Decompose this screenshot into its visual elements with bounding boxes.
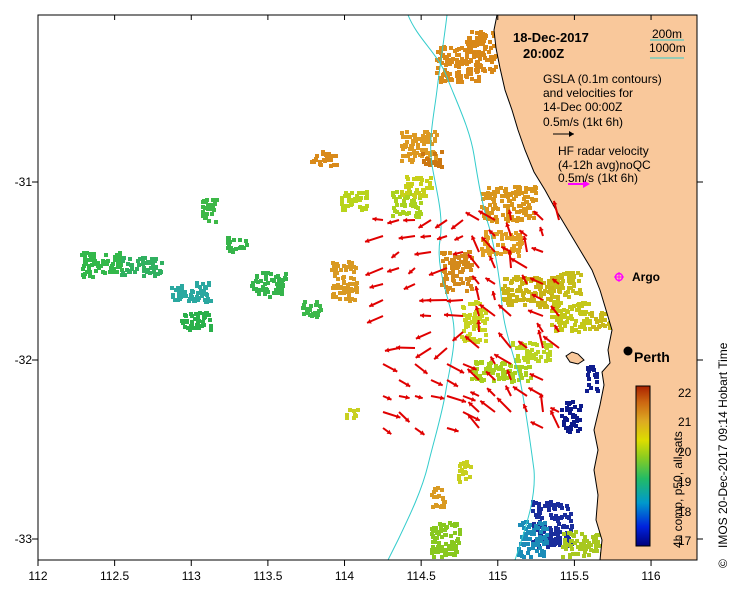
hf-radar-vectors: [364, 200, 560, 436]
colorbar-label: 4h comp, p50, all sats: [671, 431, 685, 548]
gsla-text-line2: and velocities for: [543, 86, 634, 100]
hf-text-line1: HF radar velocity: [558, 144, 649, 158]
legend-1000m-label: 1000m: [649, 41, 686, 55]
gsla-text-line1: GSLA (0.1m contours): [543, 72, 662, 86]
copyright-symbol: ©: [716, 559, 730, 568]
colorbar-tick: 22: [678, 386, 692, 400]
x-tick-label: 115: [488, 569, 508, 583]
y-tick-label: -31: [14, 175, 32, 189]
imos-credit: IMOS 20-Dec-2017 09:14 Hobart Time: [716, 342, 730, 548]
plot-frame: [37, 14, 698, 561]
hf-text-line2: (4-12h avg)noQC: [558, 158, 651, 172]
map-time: 20:00Z: [523, 46, 565, 61]
x-tick-label: 112.5: [100, 569, 130, 583]
legend-200m-label: 200m: [652, 27, 683, 41]
gsla-scale-arrow-head: [569, 131, 574, 137]
rottnest-island: [565, 351, 585, 365]
sst-pixels: [80, 30, 613, 559]
y-tick-label: -33: [14, 532, 32, 546]
x-tick-label: 112: [28, 569, 48, 583]
perth-label: Perth: [634, 349, 670, 365]
contour-200m: [407, 15, 535, 560]
hf-scale-arrow-head: [583, 180, 590, 188]
legend-samples: [553, 39, 684, 188]
gsla-text-line3: 14-Dec 00:00Z: [543, 100, 623, 114]
y-tick-label: -32: [14, 353, 32, 367]
colorbar-tick: 21: [678, 415, 692, 429]
hf-scale-label: 0.5m/s (1kt 6h): [558, 171, 639, 185]
colorbar-tick: 17: [678, 534, 692, 548]
argo-label: Argo: [632, 270, 660, 284]
x-tick-label: 113: [181, 569, 201, 583]
colorbar-tick: 20: [678, 445, 692, 459]
argo-marker: [614, 272, 624, 282]
x-tick-label: 115.5: [559, 569, 589, 583]
colorbar: [635, 385, 651, 547]
gsla-scale-label: 0.5m/s (1kt 6h): [543, 115, 624, 129]
argo-cross-icon: [614, 272, 624, 282]
axis-ticks: [32, 15, 703, 566]
perth-marker-icon: [623, 346, 633, 356]
contour-1000m: [387, 15, 455, 560]
map-date: 18-Dec-2017: [513, 30, 589, 45]
colorbar-tick: 19: [678, 475, 692, 489]
bathymetry-contours: [387, 15, 535, 560]
colorbar-tick: 18: [678, 505, 692, 519]
x-tick-label: 114: [334, 569, 355, 583]
x-tick-label: 116: [641, 569, 661, 583]
x-tick-label: 113.5: [253, 569, 283, 583]
x-tick-label: 114.5: [406, 569, 436, 583]
